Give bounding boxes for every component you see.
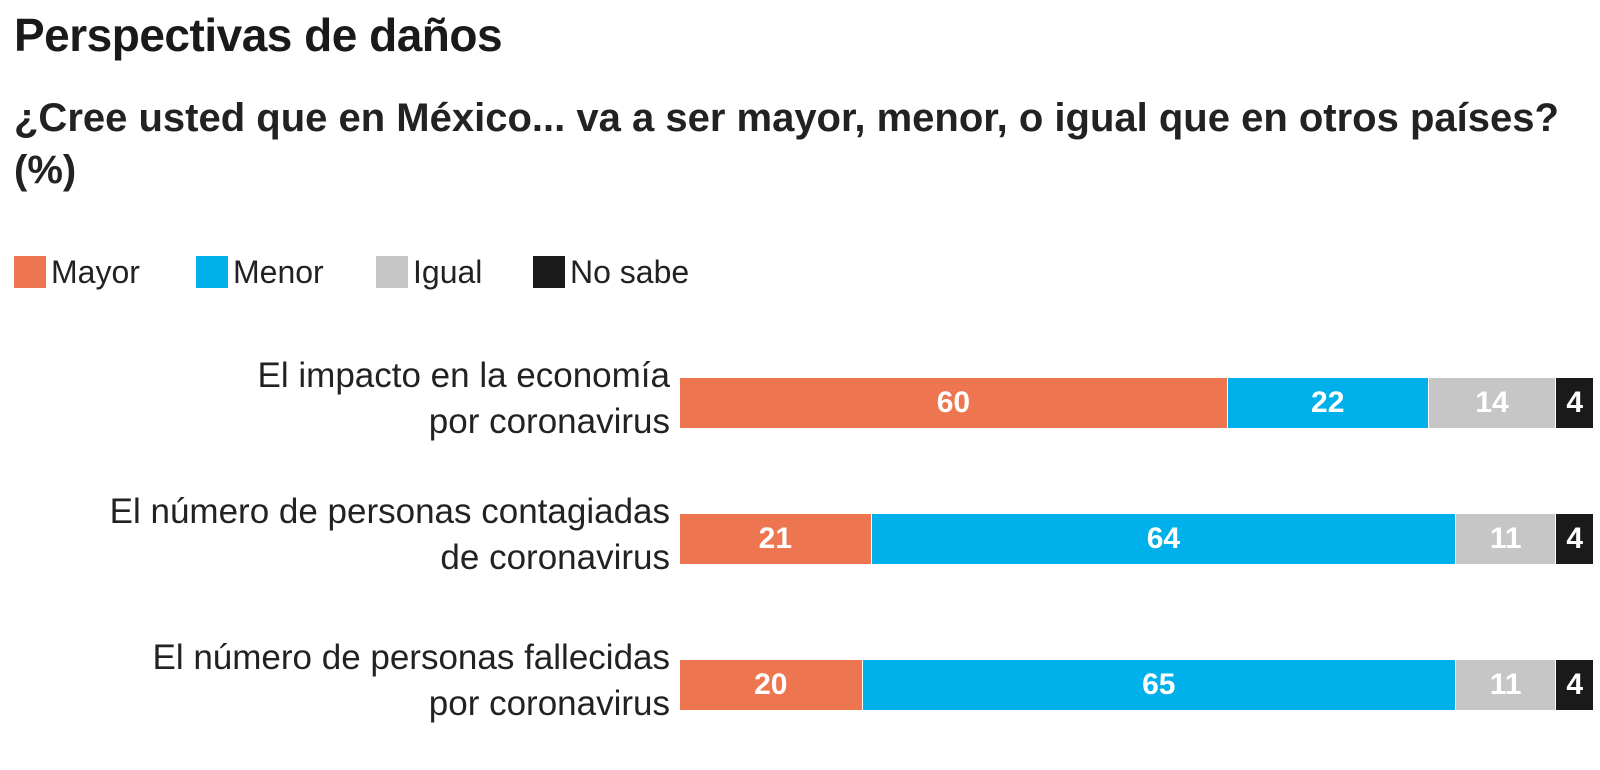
legend-item-no-sabe: No sabe [533,254,733,291]
data-label-menor: 65 [1142,668,1176,701]
bar-segment-no-sabe: 4 [1556,378,1593,428]
category-label: El número de personas fallecidas por coro… [0,635,670,727]
category-label-line-2: por coronavirus [428,684,670,723]
bar-segment-mayor: 20 [680,660,863,710]
legend-label-igual: Igual [413,253,483,290]
data-label-mayor: 20 [754,668,788,701]
legend-item-igual: Igual [376,254,533,291]
bar-row: 60 22 14 4 [680,378,1593,428]
legend-swatch-no-sabe [533,256,565,288]
bar-row: 20 65 11 4 [680,660,1593,710]
bar-segment-igual: 14 [1428,378,1557,428]
category-label-line-1: El número de personas fallecidas [152,638,670,677]
category-label-line-1: El impacto en la economía [257,356,670,395]
data-label-no-sabe: 4 [1566,668,1584,701]
data-label-mayor: 60 [936,386,971,419]
bar-segment-mayor: 21 [680,514,872,564]
bar-segment-menor: 64 [871,514,1457,564]
category-label-line-1: El número de personas contagiadas [109,492,670,531]
bar-segment-menor: 65 [862,660,1457,710]
legend-label-no-sabe: No sabe [570,253,690,290]
bar-segment-no-sabe: 4 [1556,514,1593,564]
category-label: El impacto en la economía por coronavirus [0,353,670,445]
bar-segment-no-sabe: 4 [1556,660,1593,710]
chart-subtitle: ¿Cree usted que en México... va a ser ma… [14,96,1559,192]
category-label-line-2: de coronavirus [440,538,670,577]
chart-title: Perspectivas de daños [14,9,503,61]
bar-segment-igual: 11 [1456,514,1557,564]
data-label-menor: 64 [1146,522,1181,555]
legend: Mayor Menor Igual No sabe [14,252,733,292]
data-label-no-sabe: 4 [1566,386,1584,419]
data-label-igual: 11 [1489,668,1522,701]
category-label-line-2: por coronavirus [428,402,670,441]
data-label-igual: 11 [1489,522,1522,555]
bar-row: 21 64 11 4 [680,514,1593,564]
data-label-menor: 22 [1311,386,1345,419]
legend-label-mayor: Mayor [51,253,140,290]
data-label-no-sabe: 4 [1566,522,1584,555]
legend-swatch-mayor [14,256,46,288]
legend-swatch-menor [196,256,228,288]
data-label-igual: 14 [1475,386,1509,419]
data-label-mayor: 21 [758,522,793,555]
category-label: El número de personas contagiadas de coro… [0,489,670,581]
legend-item-menor: Menor [196,254,376,291]
bar-segment-igual: 11 [1456,660,1557,710]
legend-item-mayor: Mayor [14,254,196,291]
bar-segment-mayor: 60 [680,378,1228,428]
bar-segment-menor: 22 [1227,378,1429,428]
legend-swatch-igual [376,256,408,288]
legend-label-menor: Menor [233,253,324,290]
